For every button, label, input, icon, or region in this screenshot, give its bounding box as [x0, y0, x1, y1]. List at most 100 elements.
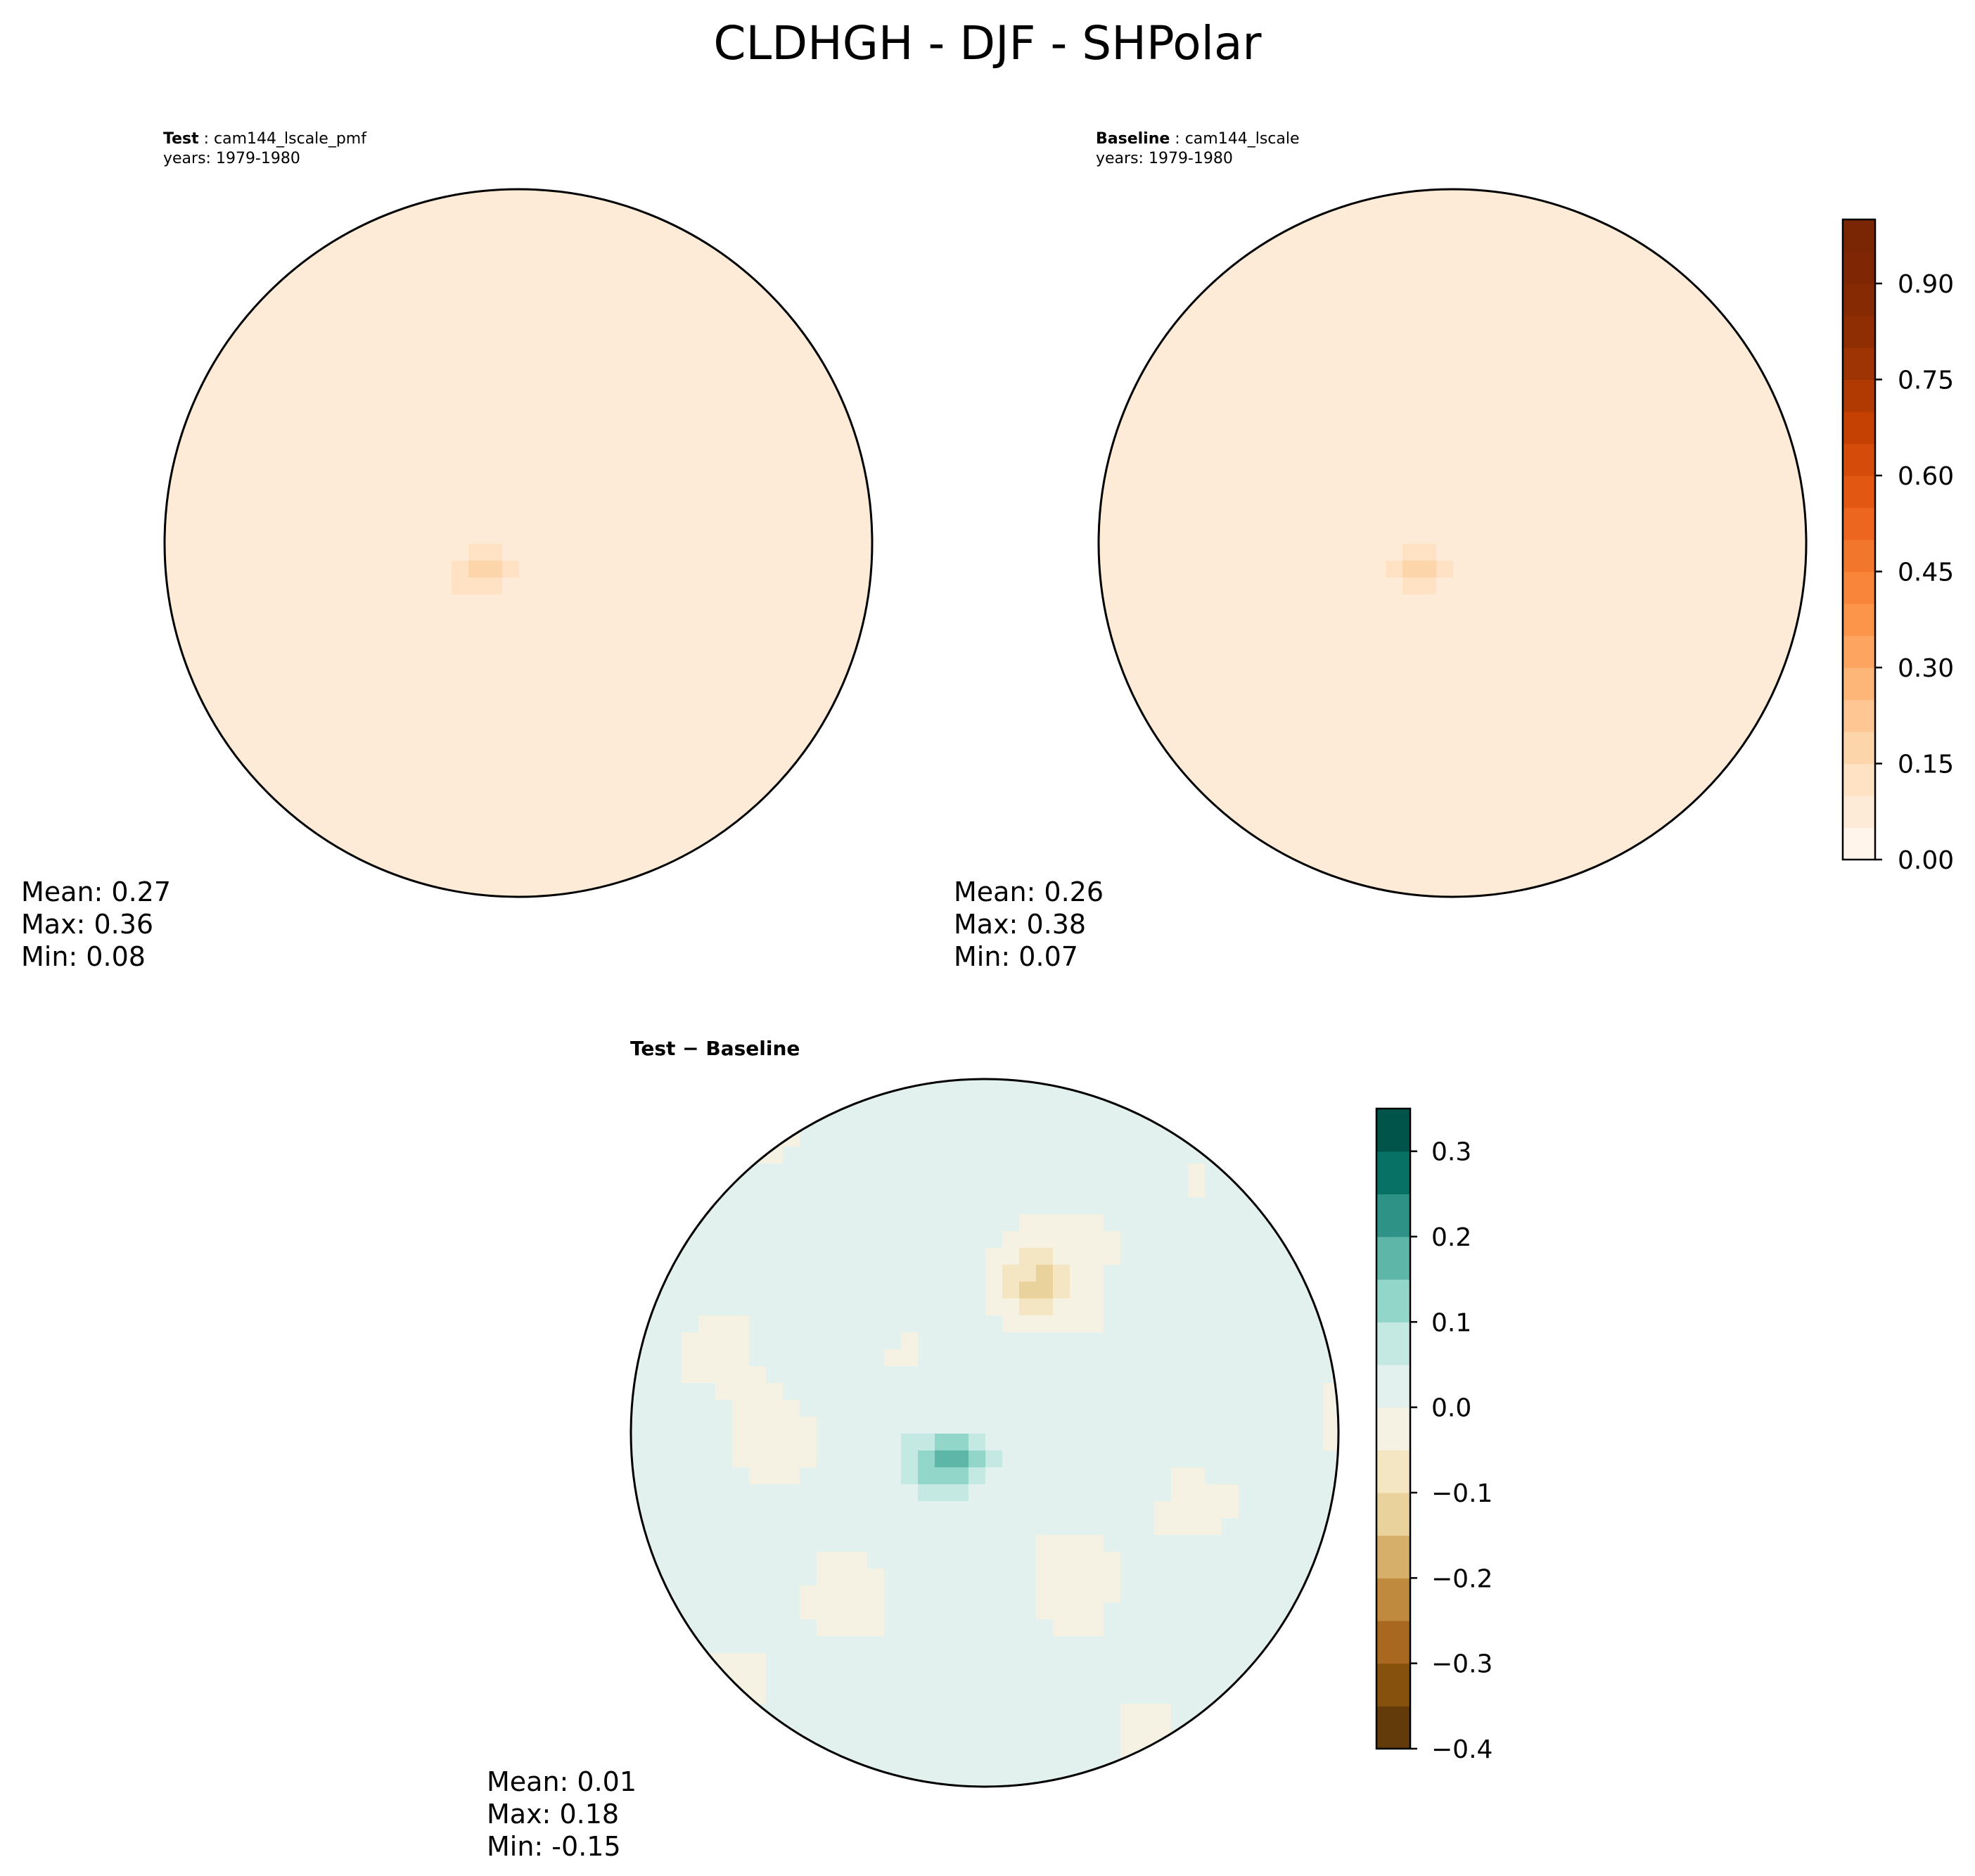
map-cell: [1706, 324, 1724, 342]
map-cell: [1335, 881, 1353, 897]
map-cell: [1504, 307, 1521, 325]
map-cell: [502, 459, 520, 477]
map-cell: [901, 1585, 919, 1603]
map-cell: [266, 594, 283, 612]
map-cell: [901, 1096, 919, 1114]
map-cell: [789, 561, 807, 578]
main-colorbar-band: [1843, 827, 1875, 860]
map-cell: [918, 1518, 935, 1536]
map-cell: [1673, 831, 1690, 848]
map-cell: [198, 442, 216, 460]
map-cell: [1251, 426, 1268, 443]
map-cell: [1301, 442, 1319, 460]
map-cell: [1284, 375, 1302, 393]
map-cell: [850, 1450, 868, 1468]
map-cell: [1318, 257, 1336, 274]
map-cell: [1723, 645, 1741, 663]
map-cell: [1239, 1552, 1256, 1569]
map-cell: [1002, 1754, 1020, 1772]
map-cell: [1656, 746, 1673, 764]
map-cell: [637, 662, 655, 679]
map-cell: [350, 696, 368, 713]
map-cell: [1402, 713, 1420, 730]
map-cell: [789, 476, 807, 494]
map-cell: [1200, 527, 1217, 544]
map-cell: [1002, 1298, 1020, 1316]
map-cell: [502, 696, 520, 713]
map-cell: [300, 527, 317, 544]
map-cell: [1183, 628, 1201, 646]
baseline-label: Baseline: [1096, 130, 1170, 148]
map-cell: [1301, 763, 1319, 781]
map-cell: [1234, 409, 1251, 426]
map-cell: [648, 1332, 665, 1350]
map-cell: [918, 1130, 935, 1147]
map-cell: [682, 1400, 699, 1417]
map-cell: [1272, 1653, 1290, 1671]
map-cell: [1200, 426, 1217, 443]
map-cell: [1251, 594, 1268, 612]
map-cell: [1272, 1366, 1290, 1384]
map-cell: [1352, 797, 1369, 815]
map-cell: [1386, 864, 1403, 882]
map-cell: [1301, 713, 1319, 730]
map-cell: [1301, 341, 1319, 359]
map-cell: [918, 1670, 935, 1687]
map-cell: [232, 763, 250, 781]
map-cell: [1002, 1501, 1020, 1519]
map-cell: [1639, 797, 1656, 815]
map-cell: [1087, 1163, 1104, 1181]
map-cell: [1402, 510, 1420, 528]
map-cell: [671, 780, 689, 798]
map-cell: [1740, 578, 1758, 595]
map-cell: [452, 662, 469, 679]
map-cell: [800, 1569, 817, 1586]
map-cell: [570, 696, 587, 713]
map-cell: [867, 1113, 885, 1130]
map-cell: [215, 628, 233, 646]
map-cell: [935, 1231, 952, 1249]
map-cell: [665, 1518, 682, 1536]
map-cell: [1137, 1653, 1155, 1671]
map-cell: [1656, 375, 1673, 393]
map-cell: [1605, 307, 1623, 325]
map-cell: [665, 1315, 682, 1333]
map-cell: [772, 358, 790, 376]
map-cell: [553, 729, 570, 747]
map-cell: [1318, 645, 1336, 663]
map-cell: [333, 814, 351, 831]
map-cell: [1419, 527, 1437, 544]
map-cell: [1154, 1484, 1172, 1502]
map-cell: [1188, 1501, 1206, 1519]
map-cell: [823, 696, 841, 713]
map-cell: [1723, 476, 1741, 494]
map-cell: [1605, 527, 1623, 544]
map-cell: [1673, 240, 1690, 257]
map-cell: [1352, 426, 1369, 443]
map-cell: [418, 780, 435, 798]
map-cell: [468, 763, 486, 781]
map-cell: [1673, 763, 1690, 781]
map-cell: [198, 679, 216, 696]
map-cell: [468, 426, 486, 443]
map-cell: [1087, 1704, 1104, 1721]
map-cell: [749, 1687, 767, 1704]
map-cell: [715, 1450, 733, 1468]
map-cell: [1222, 1704, 1239, 1721]
map-cell: [1470, 476, 1488, 494]
map-cell: [1706, 544, 1724, 561]
map-cell: [198, 729, 216, 747]
map-cell: [1453, 696, 1471, 713]
map-cell: [1571, 611, 1589, 629]
map-cell: [918, 1366, 935, 1384]
map-cell: [1554, 223, 1572, 241]
baseline-colon: :: [1170, 130, 1185, 148]
map-cell: [502, 527, 520, 544]
map-cell: [637, 713, 655, 730]
map-cell: [823, 409, 841, 426]
map-cell: [1239, 1315, 1256, 1333]
map-cell: [553, 459, 570, 477]
map-cell: [1554, 831, 1572, 848]
map-cell: [1154, 1231, 1172, 1249]
map-cell: [705, 375, 722, 393]
